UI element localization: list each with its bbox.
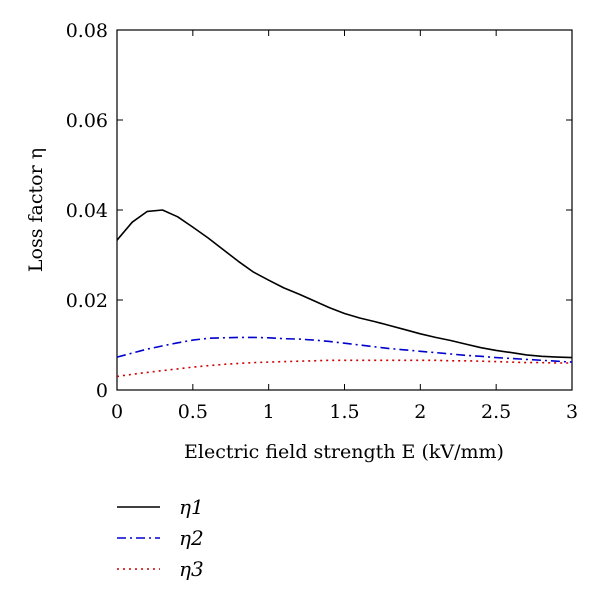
x-tick-label: 3 xyxy=(566,401,578,423)
y-tick-label: 0.08 xyxy=(66,20,108,42)
x-tick-label: 2 xyxy=(414,401,426,423)
y-tick-label: 0.06 xyxy=(66,110,108,132)
legend-label-eta1: η1 xyxy=(179,495,204,519)
series-line-eta3 xyxy=(116,359,572,378)
x-tick-label: 0 xyxy=(111,401,123,423)
series-line-eta2 xyxy=(116,336,573,363)
x-tick-label: 1 xyxy=(263,401,275,423)
x-tick-label: 1.5 xyxy=(329,401,359,423)
y-tick-label: 0.04 xyxy=(66,200,108,222)
legend-label-eta2: η2 xyxy=(179,526,204,550)
legend-label-eta3: η3 xyxy=(179,557,204,581)
x-tick-label: 2.5 xyxy=(481,401,511,423)
legend: η1 η2 η3 xyxy=(117,495,204,581)
series-lines xyxy=(116,209,573,378)
axis-ticks: 0 0.5 1 1.5 2 2.5 3 0 0.02 0.04 0.06 0.08 xyxy=(66,20,578,423)
x-axis-label: Electric field strength E (kV/mm) xyxy=(184,441,504,463)
series-line-eta1 xyxy=(116,209,573,359)
plot-frame xyxy=(116,29,573,391)
x-tick-label: 0.5 xyxy=(178,401,208,423)
y-tick-label: 0.02 xyxy=(66,290,108,312)
y-axis-label: Loss factor η xyxy=(25,148,47,272)
y-tick-label: 0 xyxy=(96,380,108,402)
